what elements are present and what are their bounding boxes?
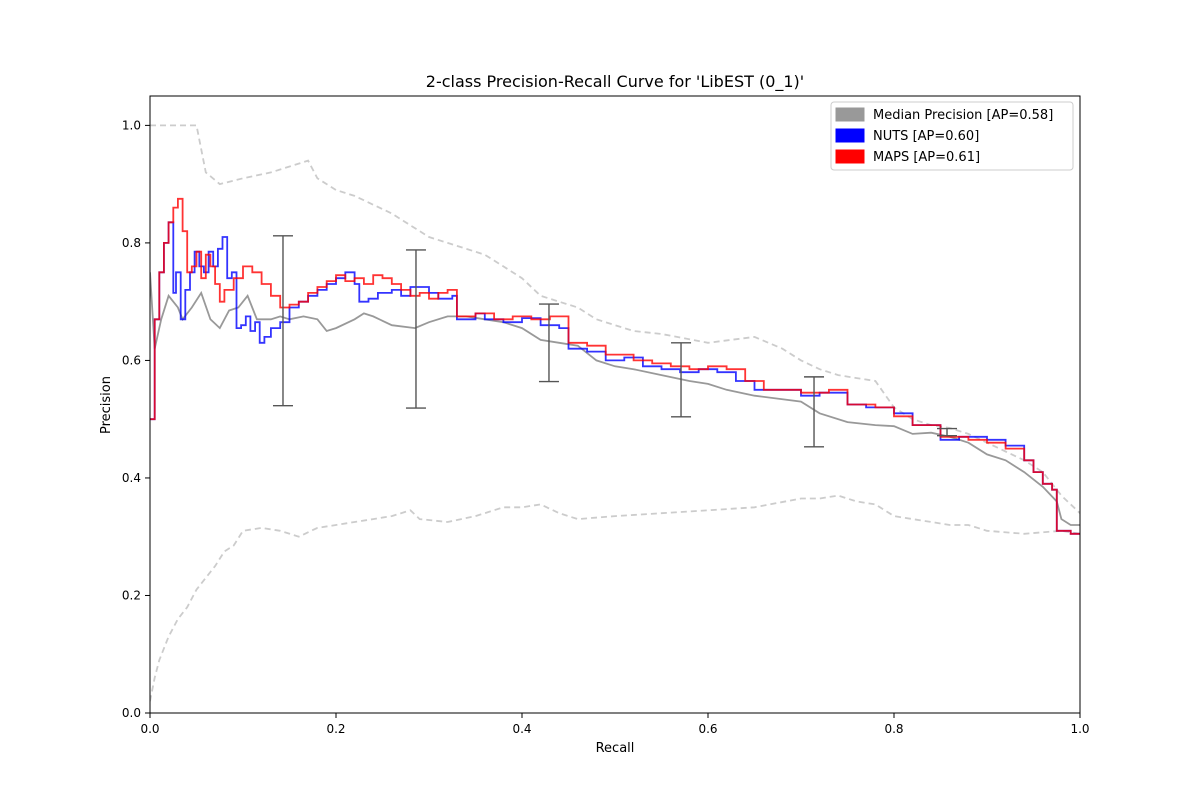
plot-frame (149, 95, 1081, 714)
y-tick-label: 0.4 (122, 471, 141, 485)
legend-label: MAPS [AP=0.61] (873, 150, 980, 165)
legend-swatch (835, 107, 865, 122)
y-tick-label: 1.0 (122, 118, 141, 132)
x-tick-label: 0.8 (884, 722, 903, 736)
y-tick-label: 0.0 (122, 706, 141, 720)
error-bar (804, 376, 825, 448)
x-axis-label: Recall (596, 741, 635, 756)
x-tick-label: 0.6 (698, 722, 717, 736)
error-bar (405, 249, 426, 409)
legend-label: NUTS [AP=0.60] (873, 129, 979, 144)
error-bar (937, 427, 958, 437)
bound-line-lower (150, 494, 1080, 702)
x-tick-label: 0.0 (140, 722, 159, 736)
legend-label: Median Precision [AP=0.58] (873, 108, 1053, 123)
error-bar (272, 235, 293, 407)
y-axis-label: Precision (99, 376, 114, 434)
y-axis: 0.0 0.2 0.4 0.6 0.8 1.0 (122, 118, 150, 720)
series-line-3 (150, 197, 1080, 535)
legend-swatch (835, 149, 865, 164)
y-tick-label: 0.8 (122, 236, 141, 250)
y-tick-label: 0.2 (122, 588, 141, 602)
x-tick-label: 0.2 (326, 722, 345, 736)
x-tick-label: 0.4 (512, 722, 531, 736)
legend-swatch (835, 128, 865, 143)
error-bar (671, 342, 692, 418)
chart-title: 2-class Precision-Recall Curve for 'LibE… (426, 72, 804, 92)
x-axis: 0.0 0.2 0.4 0.6 0.8 1.0 (140, 713, 1090, 736)
series-line-2 (150, 221, 1080, 535)
plot-area (150, 124, 1080, 702)
error-bar (538, 303, 559, 383)
y-tick-label: 0.6 (122, 353, 141, 367)
legend-box (830, 101, 1074, 171)
legend: Median Precision [AP=0.58] NUTS [AP=0.60]… (830, 101, 1074, 171)
series-line-1 (150, 272, 1080, 526)
x-tick-label: 1.0 (1070, 722, 1089, 736)
